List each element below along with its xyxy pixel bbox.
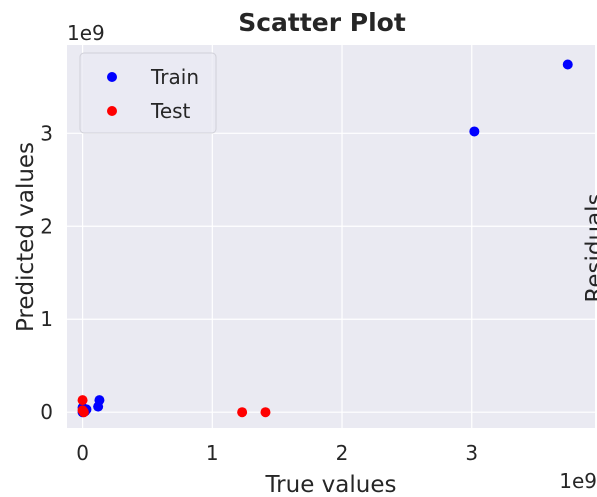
tick-labels: 0 1 2 3 0 1 2 3 — [40, 121, 478, 465]
legend: Train Test — [79, 52, 217, 134]
x-tick-label: 1 — [206, 441, 219, 465]
point-train — [469, 126, 480, 137]
point-train — [562, 59, 573, 70]
legend-label-test: Test — [150, 99, 191, 123]
legend-label-train: Train — [150, 65, 199, 89]
x-tick-label: 0 — [76, 441, 89, 465]
y-offset-text: 1e9 — [67, 21, 105, 45]
x-tick-label: 2 — [336, 441, 349, 465]
clipped-residuals-label: Residuals — [582, 193, 597, 302]
x-axis-label: True values — [265, 472, 397, 497]
x-tick-label: 3 — [465, 441, 478, 465]
point-test — [237, 407, 248, 418]
y-tick-label: 0 — [40, 400, 53, 424]
point-test — [77, 405, 88, 416]
y-tick-label: 3 — [40, 121, 53, 145]
data-points — [77, 59, 573, 418]
point-train — [93, 401, 104, 412]
chart-title: Scatter Plot — [238, 8, 406, 37]
legend-marker-train — [107, 72, 117, 82]
y-axis-label: Predicted values — [13, 142, 39, 332]
point-test — [77, 395, 88, 406]
point-test — [260, 407, 271, 418]
x-offset-text: 1e9 — [559, 469, 597, 493]
y-tick-label: 2 — [40, 214, 53, 238]
legend-marker-test — [107, 106, 117, 116]
y-tick-label: 1 — [40, 307, 53, 331]
